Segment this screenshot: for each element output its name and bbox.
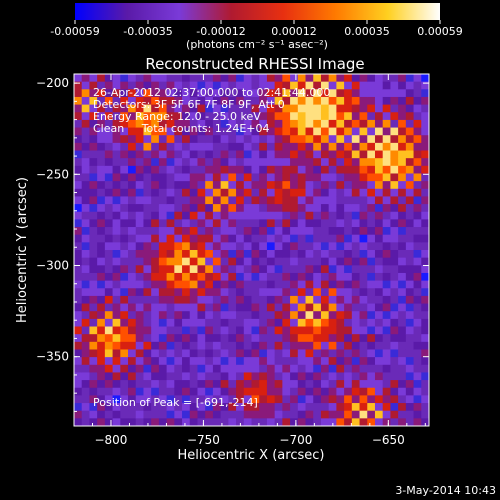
y-tick-label: −200 xyxy=(36,76,69,90)
plot-frame xyxy=(73,73,430,427)
x-axis-label: Heliocentric X (arcsec) xyxy=(178,448,325,463)
y-tick-label: −350 xyxy=(36,350,69,364)
annotation-block: 26-Apr-2012 02:37:00.000 to 02:41:44.000… xyxy=(93,86,330,135)
colorbar-tick-label: 0.00012 xyxy=(271,25,317,38)
y-tick-label: −300 xyxy=(36,259,69,273)
x-tick-label: −700 xyxy=(279,433,312,447)
heatmap xyxy=(74,74,430,427)
colorbar-tick-label: -0.00059 xyxy=(50,25,99,38)
colorbar-ticks: -0.00059 -0.00035 -0.00012 0.00012 0.00035 0.… xyxy=(50,20,463,38)
footer-date: 3-May-2014 10:43 xyxy=(395,484,496,497)
x-tick-label: −800 xyxy=(94,433,127,447)
annotation-energy: Energy Range: 12.0 - 25.0 keV xyxy=(93,110,261,123)
colorbar-tick-label: -0.00035 xyxy=(123,25,172,38)
y-axis-label: Heliocentric Y (arcsec) xyxy=(15,177,30,323)
x-tick-label: −750 xyxy=(187,433,220,447)
colorbar: -0.00059 -0.00035 -0.00012 0.00012 0.00035 0.… xyxy=(50,3,463,51)
y-axis: −350 −300 −250 −200 xyxy=(36,76,429,412)
colorbar-tick-label: 0.00035 xyxy=(344,25,390,38)
annotation-detectors: Detectors: 3F 5F 6F 7F 8F 9F, Att 0 xyxy=(93,98,285,111)
colorbar-tick-label: -0.00012 xyxy=(196,25,245,38)
peak-position-label: Position of Peak = [-691,-214] xyxy=(93,396,258,409)
x-axis: −800 −750 −700 −650 xyxy=(91,74,426,447)
y-tick-label: −250 xyxy=(36,167,69,181)
chart-title: Reconstructed RHESSI Image xyxy=(145,55,364,73)
colorbar-unit-label: (photons cm⁻² s⁻¹ asec⁻²) xyxy=(186,38,328,51)
annotation-time: 26-Apr-2012 02:37:00.000 to 02:41:44.000 xyxy=(93,86,330,99)
colorbar-tick-label: 0.00059 xyxy=(417,25,463,38)
annotation-clean: Clean Total counts: 1.24E+04 xyxy=(93,122,270,135)
colorbar-gradient xyxy=(75,3,440,20)
x-tick-label: −650 xyxy=(372,433,405,447)
